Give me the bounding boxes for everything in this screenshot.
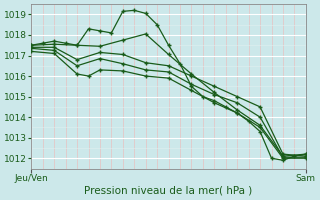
X-axis label: Pression niveau de la mer( hPa ): Pression niveau de la mer( hPa ) (84, 186, 253, 196)
